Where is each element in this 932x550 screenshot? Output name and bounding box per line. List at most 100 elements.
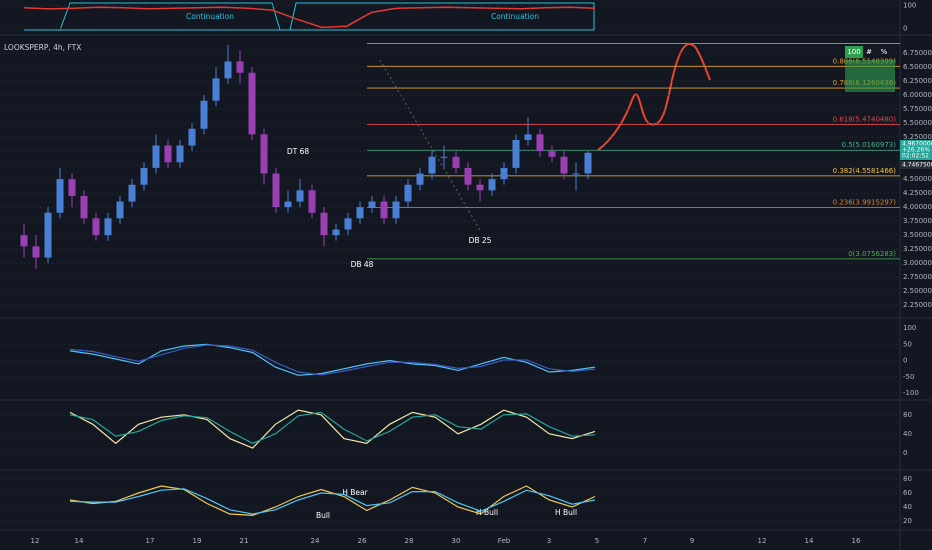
y-tick-label: 80 (903, 411, 912, 419)
series-line (69, 411, 596, 444)
candle-body (320, 212, 328, 236)
candle-body (404, 184, 412, 202)
candle-body (416, 173, 424, 185)
y-tick-label: 6.5000000 (903, 63, 932, 71)
fib-label: 0(3.0756283) (848, 250, 896, 258)
candle-body (248, 72, 256, 135)
projection-curve (597, 42, 711, 151)
candle-body (20, 235, 28, 247)
x-tick-label: 19 (193, 537, 202, 545)
top-band (24, 2, 595, 31)
candle-body (452, 156, 460, 168)
x-tick-label: 28 (405, 537, 414, 545)
candle-body (176, 145, 184, 163)
candle-body (392, 201, 400, 219)
candle-body (464, 167, 472, 185)
y-tick-label: -100 (903, 389, 919, 397)
y-tick-label: 3.7500000 (903, 217, 932, 225)
annotation: DB 25 (469, 236, 492, 245)
y-tick-label: 2.5000000 (903, 287, 932, 295)
series-line (69, 409, 596, 449)
y-tick-label: 5.2500000 (903, 133, 932, 141)
y-tick-label: 5.5000000 (903, 119, 932, 127)
candle-body (380, 201, 388, 219)
candle-body (488, 179, 496, 191)
candle-body (188, 128, 196, 146)
fib-top-line (367, 43, 900, 44)
candle-body (164, 145, 172, 163)
candle-body (308, 190, 316, 213)
series-line (69, 343, 596, 376)
candle-body (44, 212, 52, 258)
annotation: DB 48 (351, 260, 374, 269)
y-tick-label: 80 (903, 475, 912, 483)
annotation: H Bear (342, 488, 368, 497)
price-tag-bg (900, 140, 932, 160)
x-tick-label: 12 (758, 537, 767, 545)
box-bg (845, 60, 895, 92)
candle-body (560, 156, 568, 174)
y-tick-label: 6.2500000 (903, 77, 932, 85)
candle-body (116, 201, 124, 219)
y-tick-label: 4.0000000 (903, 203, 932, 211)
candle-body (356, 207, 364, 219)
y-tick-label: 3.2500000 (903, 245, 932, 253)
candle-body (536, 134, 544, 152)
candle-body (500, 167, 508, 180)
series-line (69, 485, 596, 517)
x-tick-label: 14 (75, 537, 84, 545)
x-tick-label: 9 (690, 537, 694, 545)
candle-body (512, 139, 520, 168)
y-tick-label: 0 (903, 357, 907, 365)
candle-body (200, 100, 208, 129)
x-tick-label: 12 (31, 537, 40, 545)
fib-label: 0.618(5.4740480) (833, 116, 897, 124)
x-tick-label: 7 (643, 537, 647, 545)
candle-body (92, 218, 100, 236)
box-bg (845, 46, 863, 58)
y-tick-label: 3.0000000 (903, 259, 932, 267)
candle-body (140, 167, 148, 185)
y-tick-label: 60 (903, 489, 912, 497)
box-label: # (866, 48, 872, 56)
candle-body (260, 134, 268, 174)
candle-body (584, 152, 592, 174)
candle-body (224, 61, 232, 79)
fib-label: 0.5(5.0160973) (842, 141, 897, 149)
y-tick-label: 100 (903, 1, 916, 9)
price-tag: 02:02:52 (902, 153, 929, 160)
x-tick-label: 30 (452, 537, 461, 545)
y-tick-label: 2.2500000 (903, 301, 932, 309)
candle-body (128, 184, 136, 202)
x-tick-label: 26 (358, 537, 367, 545)
y-tick-label: 4.5000000 (903, 175, 932, 183)
x-tick-label: 5 (595, 537, 599, 545)
y-tick-label: 0 (903, 25, 907, 33)
candle-body (236, 61, 244, 73)
candle-body (68, 179, 76, 196)
x-tick-label: 21 (240, 537, 249, 545)
candle-body (104, 218, 112, 236)
price-tag: 4.7467500 (902, 162, 932, 169)
candle-body (212, 78, 220, 101)
annotation: Bull (316, 511, 330, 520)
candle-body (272, 173, 280, 208)
candle-body (152, 145, 160, 168)
candle-body (80, 195, 88, 219)
series-line (69, 344, 596, 376)
annotation: H Bull (555, 508, 577, 517)
candle-body (32, 246, 40, 258)
annotation: H Bull (476, 508, 498, 517)
y-tick-label: 100 (903, 324, 916, 332)
symbol-title: LOOKSPERP, 4h, FTX (4, 43, 81, 52)
series-line (23, 6, 596, 29)
y-tick-label: 40 (903, 503, 912, 511)
candle-body (296, 190, 304, 202)
price-tag: 4.9670000 (902, 141, 932, 148)
candle-body (284, 201, 292, 208)
y-tick-label: 2.7500000 (903, 273, 932, 281)
candle-body (344, 218, 352, 230)
annotation: Continuation (186, 12, 234, 21)
fib-label: 0.382(4.5581466) (833, 167, 897, 175)
